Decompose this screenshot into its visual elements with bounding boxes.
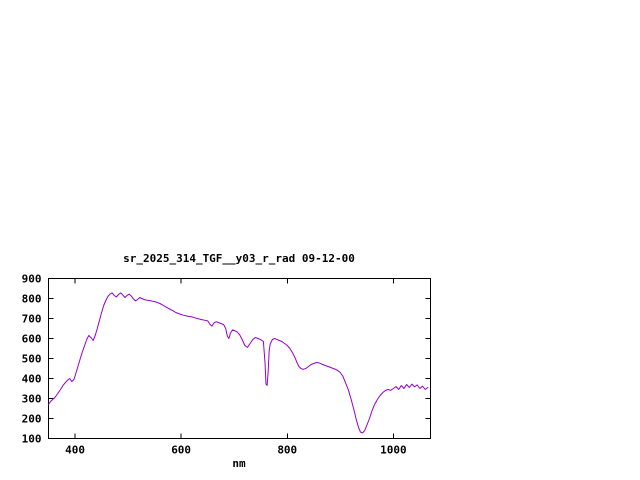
y-tick-label: 200 (22, 413, 42, 426)
y-tick-label: 400 (22, 373, 42, 386)
x-tick-label: 600 (171, 444, 191, 457)
y-tick-label: 300 (22, 393, 42, 406)
x-tick-label: 400 (65, 444, 85, 457)
x-tick-label: 1000 (380, 444, 407, 457)
y-tick-label: 700 (22, 313, 42, 326)
x-tick-label: 800 (277, 444, 297, 457)
plot-area: 400 600 800 1000 100 200 300 400 500 600 700 800 900 (22, 273, 431, 457)
y-tick-label: 500 (22, 353, 42, 366)
y-tick-label: 900 (22, 273, 42, 286)
y-tick-label: 100 (22, 433, 42, 446)
x-axis-label: nm (232, 457, 246, 470)
spectrum-line (48, 292, 429, 434)
y-tick-label: 800 (22, 293, 42, 306)
y-tick-label: 600 (22, 333, 42, 346)
chart-title: sr_2025_314_TGF__y03_r_rad 09-12-00 (123, 252, 355, 265)
plot-border (48, 278, 431, 439)
